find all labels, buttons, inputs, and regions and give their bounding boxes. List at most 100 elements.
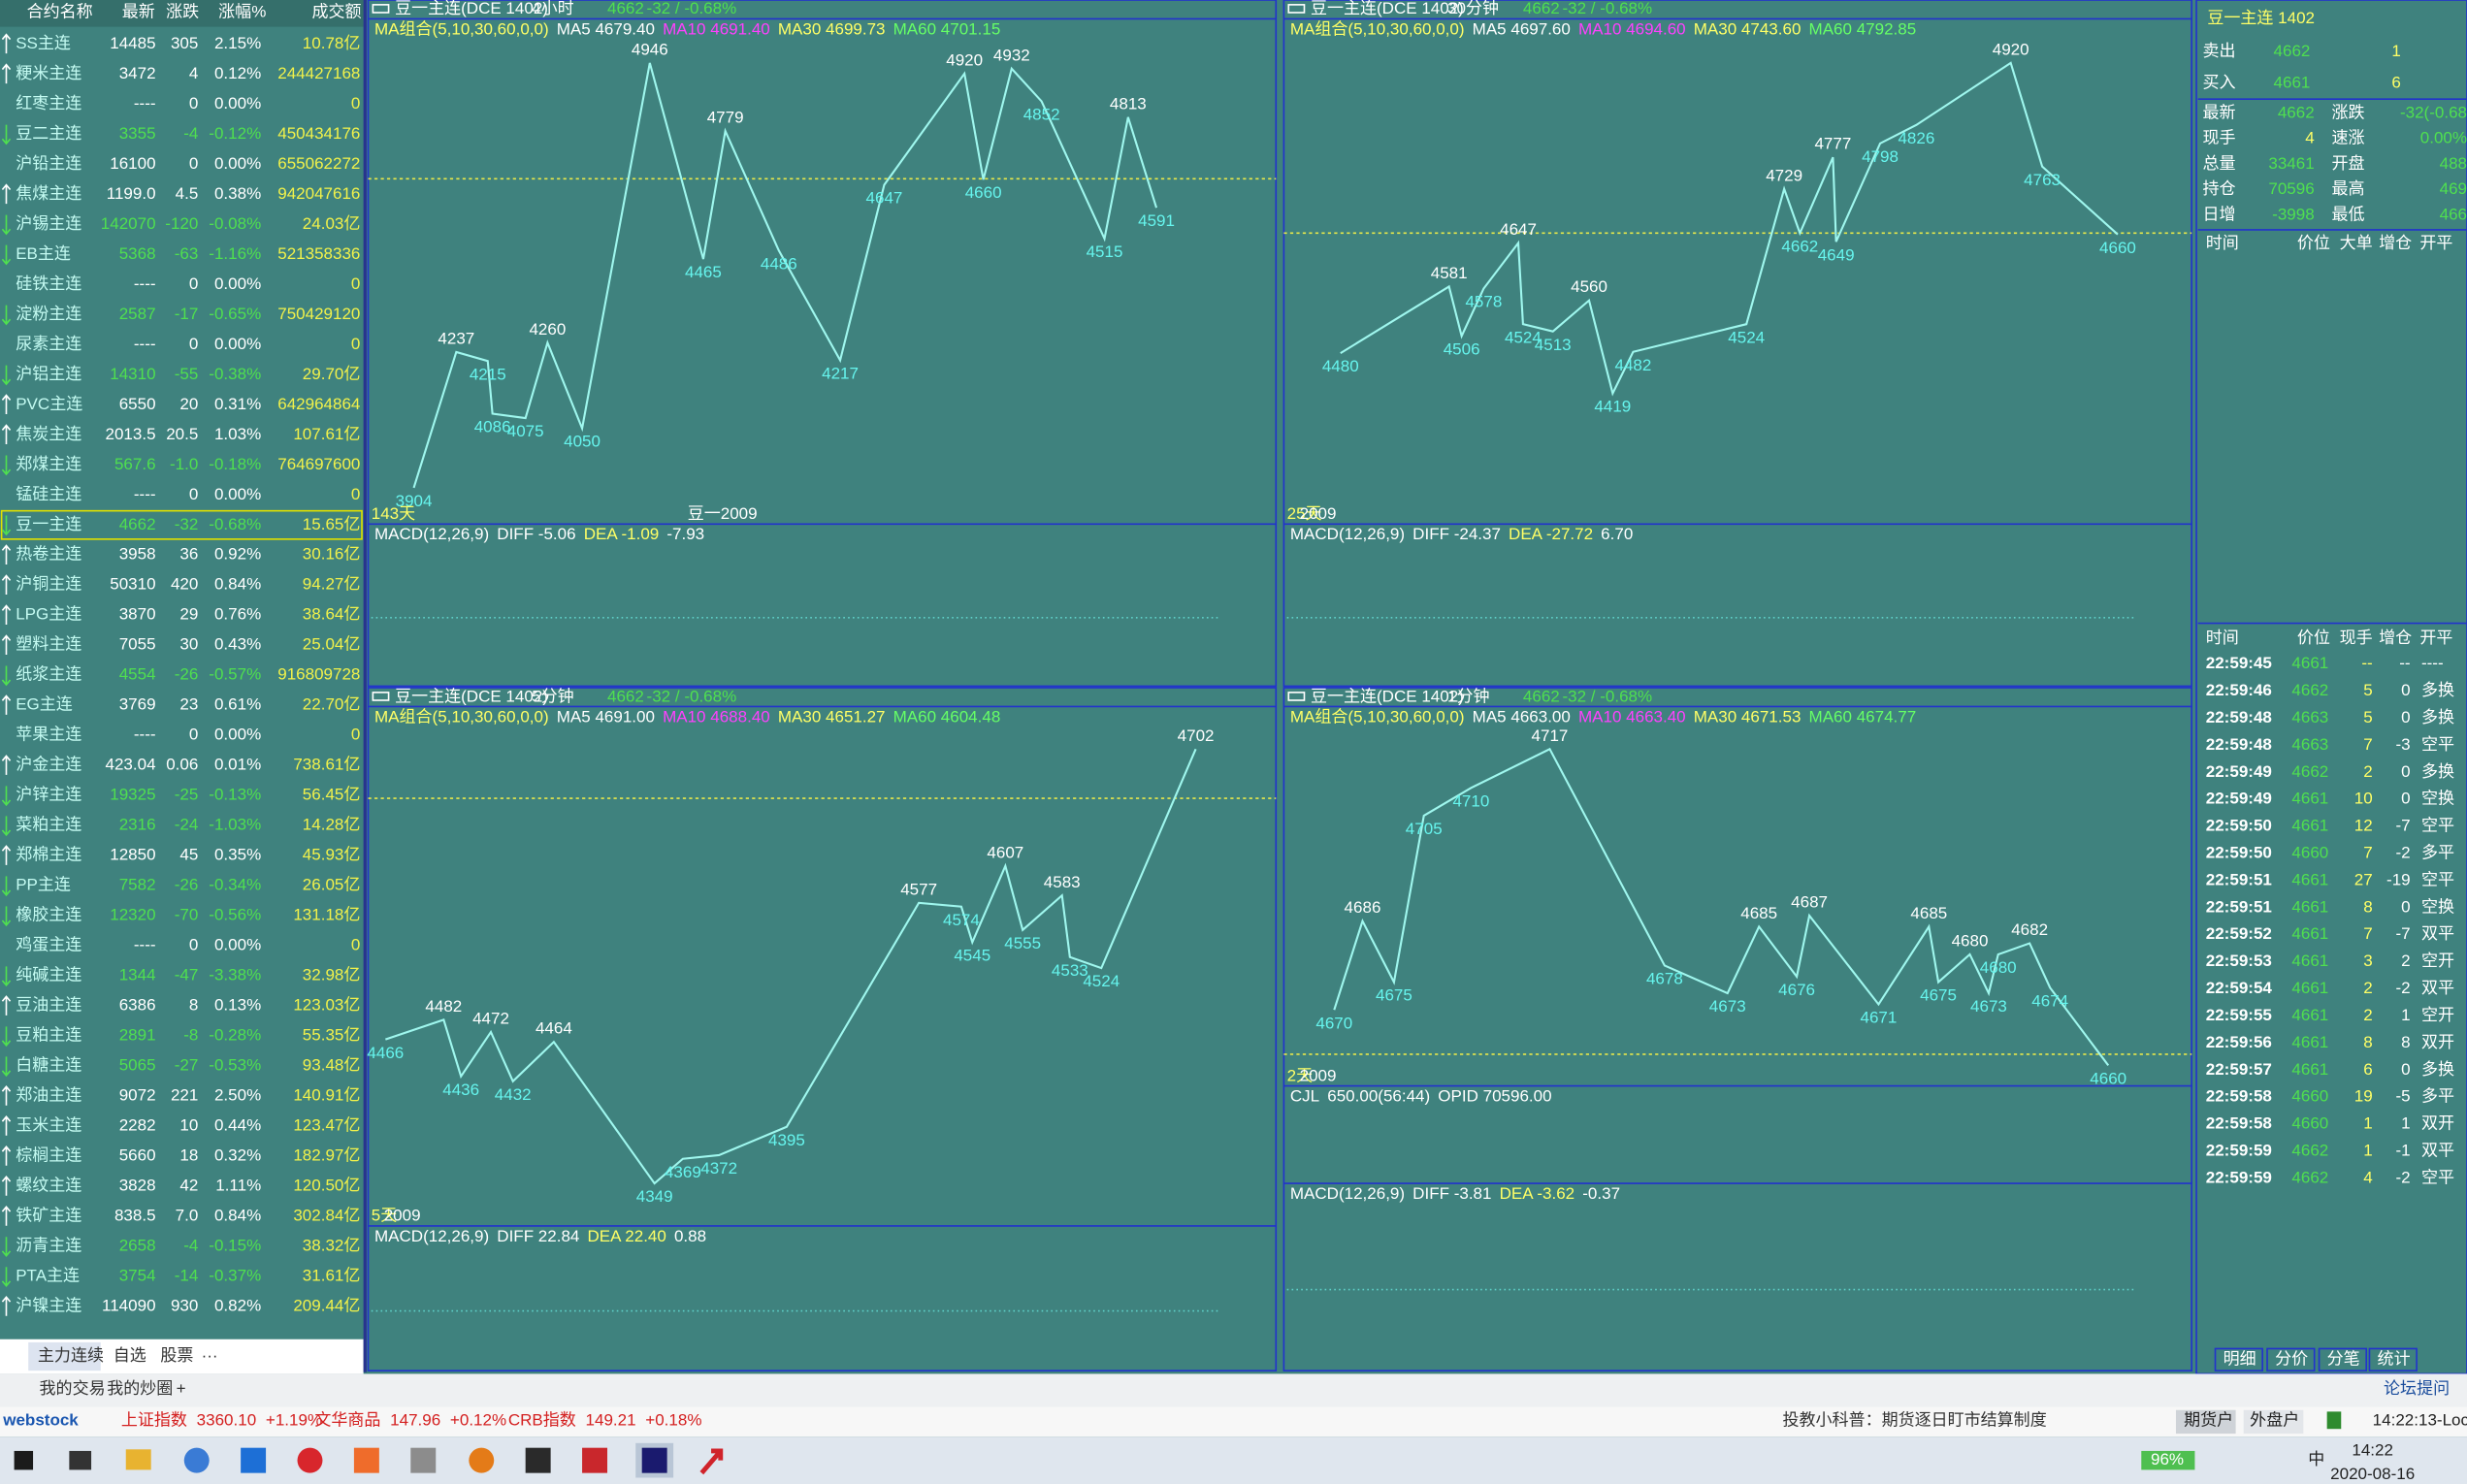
- cell[interactable]: 硅铁主连: [16, 274, 81, 293]
- cell[interactable]: 纯碱主连: [16, 966, 81, 984]
- cell[interactable]: 郑油主连: [16, 1086, 81, 1105]
- app-icon[interactable]: [297, 1447, 323, 1473]
- cell[interactable]: 沥青主连: [16, 1237, 81, 1255]
- tip[interactable]: 投教小科普：期货逐日盯市结算制度: [1783, 1411, 2047, 1430]
- extreme-label: 4524: [1505, 328, 1542, 346]
- period[interactable]: 1分钟: [1447, 687, 1489, 705]
- cell[interactable]: 白糖主连: [16, 1056, 81, 1075]
- cell[interactable]: 橡胶主连: [16, 906, 81, 924]
- cell: 0: [189, 485, 198, 503]
- cell[interactable]: 热卷主连: [16, 545, 81, 564]
- cell[interactable]: 玉米主连: [16, 1116, 81, 1135]
- period[interactable]: 5分钟: [532, 687, 573, 705]
- cell[interactable]: 苹果主连: [16, 726, 81, 744]
- cell[interactable]: LPG主连: [16, 605, 81, 624]
- list-tab[interactable]: 自选: [114, 1346, 146, 1365]
- tab[interactable]: [2368, 1347, 2418, 1371]
- cell[interactable]: 郑棉主连: [16, 846, 81, 864]
- app-icon[interactable]: [410, 1447, 437, 1473]
- cell[interactable]: 豆粕主连: [16, 1026, 81, 1045]
- cell: 9072: [119, 1086, 156, 1105]
- cell[interactable]: 菜粕主连: [16, 816, 81, 834]
- app-icon[interactable]: [69, 1450, 92, 1470]
- trend-arrow: [1, 515, 12, 536]
- app-icon[interactable]: [469, 1447, 495, 1473]
- app-icon[interactable]: [241, 1447, 267, 1473]
- cell[interactable]: 沪锌主连: [16, 786, 81, 804]
- account-button[interactable]: 外盘户: [2250, 1411, 2299, 1430]
- extreme-label: 4676: [1778, 981, 1815, 999]
- list-tab[interactable]: 股票: [160, 1346, 193, 1365]
- tab[interactable]: [2318, 1347, 2368, 1371]
- cell[interactable]: 焦炭主连: [16, 425, 81, 443]
- cell[interactable]: 粳米主连: [16, 64, 81, 82]
- cell[interactable]: PP主连: [16, 876, 71, 894]
- cell[interactable]: SS主连: [16, 34, 71, 52]
- button-bg[interactable]: [2175, 1409, 2236, 1435]
- cell[interactable]: 郑煤主连: [16, 455, 81, 473]
- app-icon[interactable]: [641, 1447, 667, 1473]
- cell[interactable]: 棕榈主连: [16, 1146, 81, 1165]
- cell[interactable]: 锰硅主连: [16, 485, 81, 503]
- cell[interactable]: PTA主连: [16, 1266, 80, 1284]
- bottom-tab[interactable]: 我的炒圈: [107, 1379, 173, 1398]
- app-icon[interactable]: [125, 1449, 151, 1470]
- bottom-tab[interactable]: +: [177, 1379, 186, 1398]
- bottom-tab[interactable]: 我的交易: [40, 1379, 106, 1398]
- start-icon[interactable]: [14, 1450, 34, 1470]
- cell[interactable]: PVC主连: [16, 395, 82, 413]
- extreme-label: 4486: [761, 254, 797, 273]
- cell[interactable]: 螺纹主连: [16, 1177, 81, 1195]
- cell[interactable]: 纸浆主连: [16, 665, 81, 684]
- forum-link[interactable]: 论坛提问: [2384, 1379, 2450, 1398]
- cell[interactable]: 焦煤主连: [16, 184, 81, 203]
- cell: 0.61%: [214, 695, 261, 714]
- cell[interactable]: 红枣主连: [16, 94, 81, 113]
- cell[interactable]: 沪铜主连: [16, 575, 81, 594]
- tab-label[interactable]: 统计: [2378, 1349, 2411, 1368]
- stat-value: 70596: [2268, 179, 2314, 198]
- tab-label[interactable]: 分价: [2275, 1349, 2308, 1368]
- cell: 209.44亿: [293, 1296, 360, 1314]
- extreme-label: 4574: [943, 911, 980, 929]
- tab[interactable]: [2266, 1347, 2316, 1371]
- cell[interactable]: EB主连: [16, 244, 71, 263]
- cell[interactable]: 沪铅主连: [16, 154, 81, 173]
- period[interactable]: 30分钟: [1447, 0, 1499, 17]
- button-bg[interactable]: [2243, 1409, 2304, 1435]
- cell: -47: [175, 966, 199, 984]
- cell[interactable]: 淀粉主连: [16, 305, 81, 323]
- cell[interactable]: 豆油主连: [16, 996, 81, 1015]
- app-icon[interactable]: [525, 1447, 551, 1473]
- cell[interactable]: 塑料主连: [16, 635, 81, 654]
- cell[interactable]: 沪金主连: [16, 756, 81, 774]
- cell[interactable]: 鸡蛋主连: [16, 936, 81, 954]
- cell[interactable]: 铁矿主连: [16, 1207, 81, 1225]
- trend-arrow: [1, 1267, 12, 1287]
- tab-label[interactable]: 明细: [2224, 1349, 2256, 1368]
- app-icon[interactable]: [582, 1447, 608, 1473]
- account-button[interactable]: 期货户: [2184, 1411, 2233, 1430]
- app-icon[interactable]: [183, 1447, 210, 1473]
- cell[interactable]: 沪锡主连: [16, 214, 81, 233]
- cell[interactable]: 沪铝主连: [16, 365, 81, 383]
- active-tab[interactable]: [28, 1341, 101, 1371]
- app-icon[interactable]: [699, 1448, 724, 1475]
- cell: 0.92%: [214, 545, 261, 564]
- app-icon[interactable]: [353, 1447, 379, 1473]
- cell[interactable]: EG主连: [16, 695, 73, 714]
- extreme-label: 4369: [665, 1163, 701, 1181]
- cell[interactable]: 豆一主连: [16, 515, 81, 533]
- tab[interactable]: [2214, 1347, 2263, 1371]
- cell[interactable]: 豆二主连: [16, 124, 81, 143]
- period[interactable]: 4小时: [532, 0, 573, 17]
- cell: 521358336: [277, 244, 360, 263]
- ma-item: MA30 4651.27: [778, 707, 886, 726]
- cell[interactable]: 沪镍主连: [16, 1296, 81, 1314]
- tab-label[interactable]: 分笔: [2327, 1349, 2360, 1368]
- list-tab[interactable]: ···: [202, 1346, 218, 1365]
- list-tab[interactable]: 主力连续: [38, 1346, 104, 1365]
- ime[interactable]: 中: [2308, 1450, 2324, 1468]
- selected-row[interactable]: [0, 509, 363, 540]
- cell[interactable]: 尿素主连: [16, 335, 81, 353]
